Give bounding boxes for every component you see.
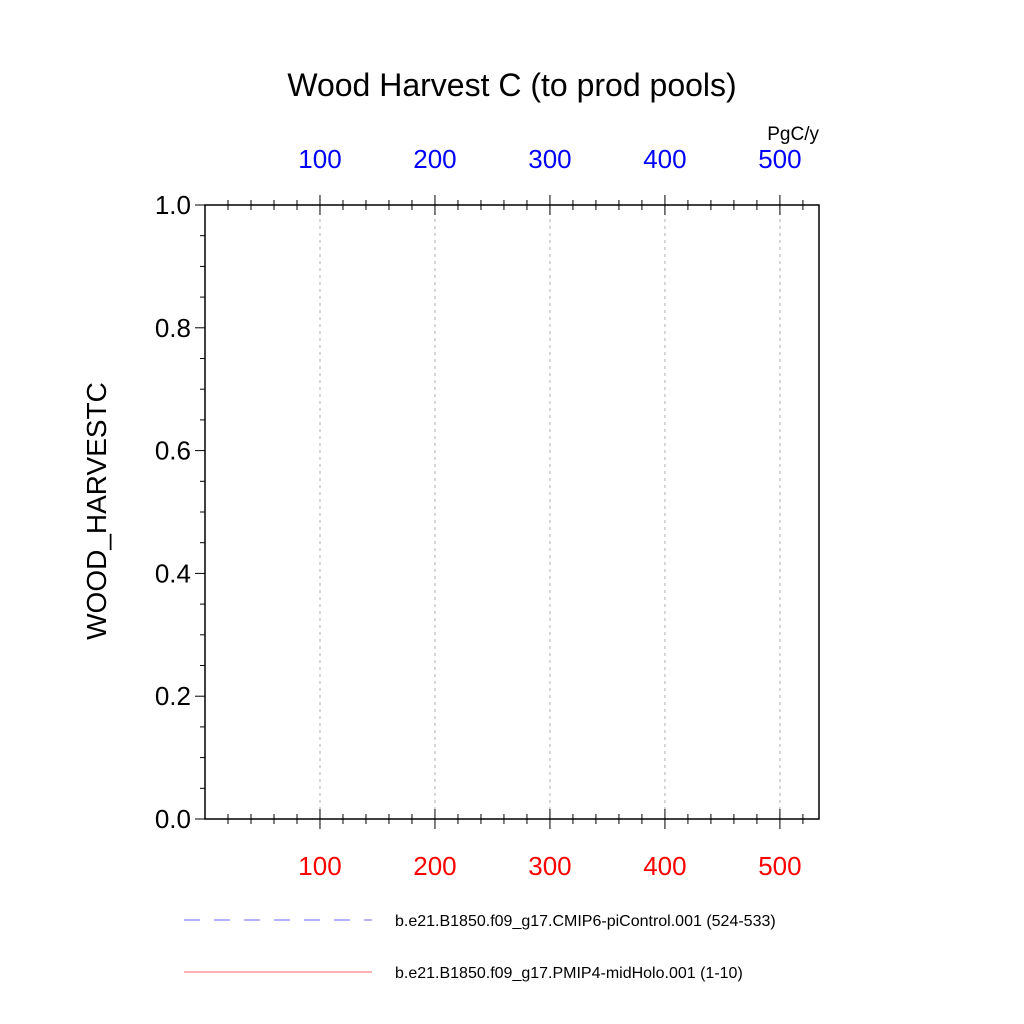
y-tick-label: 0.6: [155, 436, 191, 466]
x-top-tick-label: 300: [528, 144, 571, 174]
x-bottom-tick-label: 100: [298, 851, 341, 881]
y-tick-label: 0.0: [155, 804, 191, 834]
x-bottom-tick-label: 300: [528, 851, 571, 881]
y-tick-labels: 0.0 0.2 0.4 0.6 0.8 1.0: [155, 190, 191, 834]
y-tick-label: 1.0: [155, 190, 191, 220]
legend-label: b.e21.B1850.f09_g17.PMIP4-midHolo.001 (1…: [395, 965, 743, 982]
y-tick-label: 0.8: [155, 313, 191, 343]
x-top-tick-label: 400: [643, 144, 686, 174]
x-bottom-tick-label: 200: [413, 851, 456, 881]
legend: b.e21.B1850.f09_g17.CMIP6-piControl.001 …: [184, 913, 776, 982]
x-top-tick-label: 100: [298, 144, 341, 174]
y-tick-label: 0.4: [155, 558, 191, 588]
y-tick-label: 0.2: [155, 681, 191, 711]
x-top-tick-label: 500: [758, 144, 801, 174]
y-axis-label: WOOD_HARVESTC: [81, 382, 112, 640]
units-label: PgC/y: [767, 124, 819, 145]
chart-title: Wood Harvest C (to prod pools): [287, 67, 736, 103]
axis-ticks: [195, 195, 804, 829]
x-top-tick-labels: 100 200 300 400 500: [298, 144, 801, 174]
x-bottom-tick-label: 500: [758, 851, 801, 881]
legend-label: b.e21.B1850.f09_g17.CMIP6-piControl.001 …: [395, 913, 776, 930]
x-top-tick-label: 200: [413, 144, 456, 174]
plot-frame: [204, 204, 820, 820]
gridlines: [319, 205, 781, 819]
x-bottom-tick-label: 400: [643, 851, 686, 881]
x-bottom-tick-labels: 100 200 300 400 500: [298, 851, 801, 881]
